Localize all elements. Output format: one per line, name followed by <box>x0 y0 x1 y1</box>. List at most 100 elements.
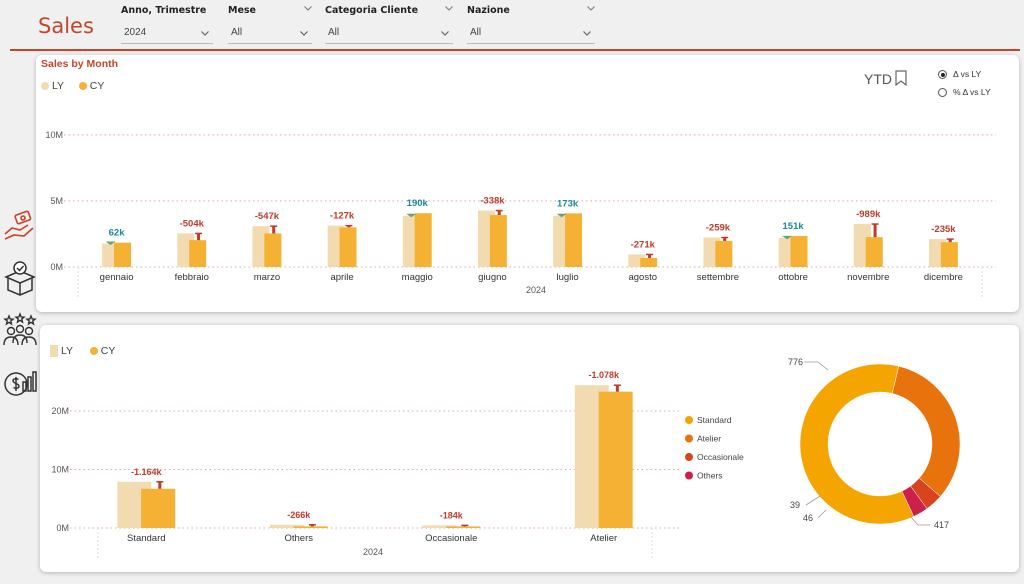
x-tick-label: luglio <box>556 272 578 283</box>
filter-value: 2024 <box>124 27 147 38</box>
chevron-down-icon[interactable] <box>300 29 308 37</box>
delta-label: -989k <box>856 209 881 220</box>
donut-legend: Standard Atelier Occasionale Others <box>685 415 744 481</box>
category-legend: LY CY <box>50 345 116 358</box>
sales-by-month-card <box>36 55 1019 312</box>
money-hand-icon[interactable] <box>2 208 38 244</box>
bar-cy[interactable] <box>339 227 357 267</box>
x-axis-label: 2024 <box>363 547 383 557</box>
donut-label: 417 <box>934 520 949 530</box>
bar-cy[interactable] <box>640 258 658 267</box>
chevron-down-icon[interactable] <box>583 29 591 37</box>
radio-delta-abs[interactable]: Δ vs LY <box>938 69 981 80</box>
bar-cy[interactable] <box>293 526 328 528</box>
bar-cy[interactable] <box>141 488 176 528</box>
x-tick-label: maggio <box>402 272 433 283</box>
ytd-label[interactable]: YTD <box>864 71 892 87</box>
legend-swatch-cy <box>89 347 98 356</box>
delta-bar <box>648 254 652 259</box>
y-axis-ticks: 0M 10M 20M <box>51 406 69 533</box>
chevron-down-icon[interactable] <box>441 29 449 37</box>
legend-swatch <box>685 416 693 424</box>
donut-slice[interactable] <box>891 365 961 497</box>
delta-marker <box>105 241 116 245</box>
x-tick-label: Occasionale <box>425 533 477 544</box>
delta-bar <box>497 210 501 216</box>
delta-label: -127k <box>330 211 355 222</box>
radio-button-selected[interactable] <box>938 70 947 80</box>
filter-mese[interactable]: Mese All <box>228 2 312 44</box>
legend-label: Standard <box>697 415 732 425</box>
bar-cy[interactable] <box>715 240 733 267</box>
x-tick-label: giugno <box>478 272 507 283</box>
chevron-down-icon[interactable] <box>587 4 595 12</box>
y-tick-label: 10M <box>45 130 63 140</box>
filter-dropdown[interactable]: All <box>228 22 312 44</box>
donut-slice[interactable] <box>799 363 915 525</box>
bar-ly[interactable] <box>269 524 304 528</box>
delta-label: -271k <box>631 239 656 250</box>
delta-label: 190k <box>407 198 429 209</box>
chevron-down-icon[interactable] <box>201 29 209 37</box>
filter-anno-trimestre[interactable]: Anno, Trimestre 2024 <box>121 2 213 44</box>
donut-slice[interactable] <box>901 485 928 517</box>
bar-cy[interactable] <box>489 215 507 267</box>
delta-bar <box>723 237 727 241</box>
bar-ly[interactable] <box>422 525 457 528</box>
y-tick-label: 0M <box>56 523 69 533</box>
radio-button[interactable] <box>938 88 947 98</box>
delta-label: -547k <box>255 211 280 222</box>
sales-by-month-chart: Sales by Month 0M 5M 10M 62k -504k -547k -127… <box>41 58 996 297</box>
sales-by-category-card <box>40 325 1019 572</box>
legend-swatch-ly <box>50 345 58 358</box>
radio-delta-pct[interactable]: % Δ vs LY <box>938 87 991 98</box>
delta-label: 173k <box>557 198 579 209</box>
bar-cy[interactable] <box>598 391 633 528</box>
y-tick-label: 20M <box>51 406 69 416</box>
delta-marker <box>782 235 793 240</box>
chevron-down-icon[interactable] <box>304 4 312 12</box>
bar-cy[interactable] <box>446 526 481 528</box>
customers-stars-icon[interactable] <box>2 312 38 348</box>
x-tick-label: Atelier <box>590 533 617 544</box>
bar-cy[interactable] <box>940 242 958 267</box>
legend-swatch <box>685 434 693 443</box>
x-tick-label: settembre <box>697 272 739 283</box>
page-title: Sales <box>38 14 94 38</box>
bar-cy[interactable] <box>264 233 282 267</box>
bar-cy[interactable] <box>565 213 583 267</box>
bookmark-icon[interactable] <box>895 70 907 86</box>
chevron-down-icon[interactable] <box>445 4 453 12</box>
delta-bar <box>948 239 952 243</box>
delta-bar <box>873 224 877 238</box>
bar-cy[interactable] <box>189 240 207 267</box>
package-check-icon[interactable] <box>2 260 38 296</box>
filter-nazione[interactable]: Nazione All <box>467 2 595 44</box>
legend-ly-label: LY <box>61 345 73 357</box>
delta-bar <box>158 481 162 489</box>
leader-line <box>909 515 930 526</box>
header-bar: Sales Anno, Trimestre 2024 Mese All Cate… <box>0 0 1024 52</box>
header-divider <box>10 49 1020 51</box>
filter-label: Nazione <box>467 5 510 16</box>
filter-categoria-cliente[interactable]: Categoria Cliente All <box>325 2 453 44</box>
filter-dropdown[interactable]: All <box>325 22 453 44</box>
bar-cy[interactable] <box>790 235 808 267</box>
delta-bar <box>310 524 314 527</box>
x-axis-label: 2024 <box>526 285 546 295</box>
bar-cy[interactable] <box>865 237 883 267</box>
filter-dropdown[interactable]: 2024 <box>121 22 213 44</box>
legend-cy-label: CY <box>89 80 105 92</box>
delta-bar <box>615 385 619 392</box>
revenue-growth-icon[interactable] <box>2 364 38 400</box>
filter-label: Mese <box>228 5 256 16</box>
filter-label: Anno, Trimestre <box>121 5 207 16</box>
bar-cy[interactable] <box>414 213 432 267</box>
legend-swatch <box>685 471 693 480</box>
chart-title: Sales by Month <box>41 58 118 70</box>
bar-series: -1.164k -266k -184k -1.078k <box>117 370 633 528</box>
delta-label: -235k <box>931 224 956 235</box>
filter-dropdown[interactable]: All <box>467 22 595 44</box>
legend-cy-label: CY <box>100 345 116 357</box>
bar-cy[interactable] <box>114 242 132 267</box>
